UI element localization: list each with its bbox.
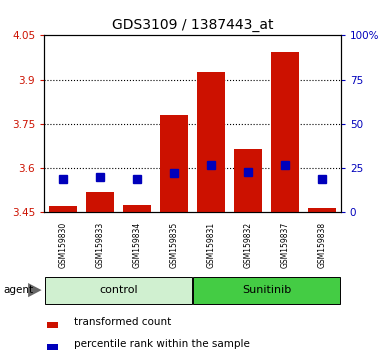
- Text: GSM159830: GSM159830: [58, 221, 67, 268]
- Title: GDS3109 / 1387443_at: GDS3109 / 1387443_at: [112, 18, 273, 32]
- Text: GSM159833: GSM159833: [95, 221, 104, 268]
- Bar: [86, 192, 114, 212]
- Bar: [49, 206, 77, 212]
- Bar: [193, 276, 340, 304]
- Text: control: control: [99, 285, 138, 295]
- Text: percentile rank within the sample: percentile rank within the sample: [74, 338, 250, 349]
- Bar: [197, 72, 225, 212]
- Bar: [47, 343, 58, 349]
- Bar: [308, 208, 336, 212]
- Bar: [234, 149, 262, 212]
- Text: Sunitinib: Sunitinib: [242, 285, 291, 295]
- Text: transformed count: transformed count: [74, 317, 171, 327]
- Bar: [45, 276, 192, 304]
- Text: agent: agent: [3, 285, 33, 295]
- Text: GSM159832: GSM159832: [244, 221, 253, 268]
- Bar: [271, 52, 299, 212]
- Text: GSM159838: GSM159838: [318, 221, 327, 268]
- Bar: [123, 205, 151, 212]
- Polygon shape: [28, 283, 42, 297]
- Text: GSM159835: GSM159835: [169, 221, 179, 268]
- Bar: [160, 115, 188, 212]
- Text: GSM159837: GSM159837: [281, 221, 290, 268]
- Text: GSM159831: GSM159831: [206, 221, 216, 268]
- Bar: [47, 322, 58, 328]
- Text: GSM159834: GSM159834: [132, 221, 141, 268]
